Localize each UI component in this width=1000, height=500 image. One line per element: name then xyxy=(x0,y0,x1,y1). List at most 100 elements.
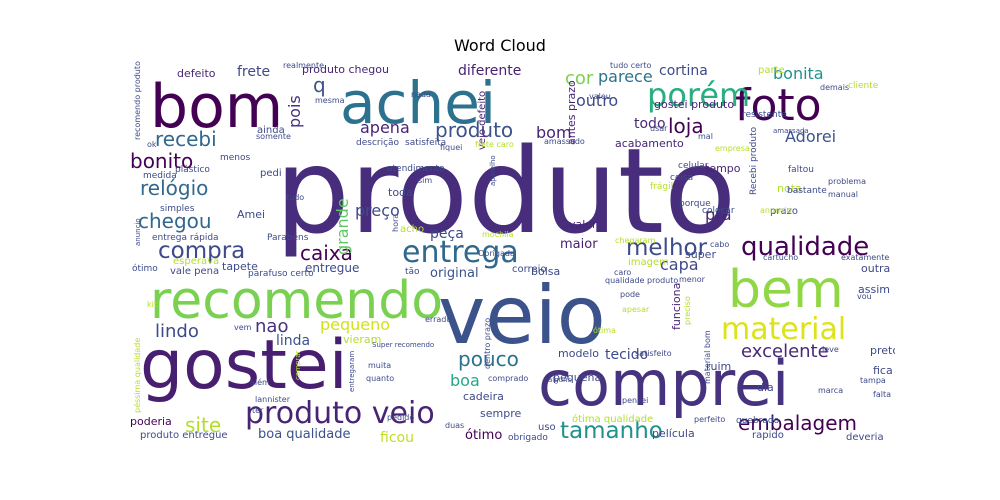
word-colocar: colocar xyxy=(702,206,735,216)
word-grande: grande xyxy=(333,198,352,255)
word-correio: correio xyxy=(512,264,547,275)
word-lannister: lannister xyxy=(255,395,291,404)
word-otimo: ótimo xyxy=(465,428,502,443)
word-bastante: bastante xyxy=(787,186,827,196)
word-tecido: tecido xyxy=(605,347,648,363)
word-tempo: tempo xyxy=(705,162,741,175)
word-q: q xyxy=(313,73,326,97)
word-bonito: bonito xyxy=(130,149,193,173)
word-peca: peça xyxy=(430,226,464,242)
chart-title: Word Cloud xyxy=(454,36,546,55)
word-pode: pode xyxy=(620,290,640,299)
word-compra: compra xyxy=(158,238,245,264)
word-recebi: recebi xyxy=(155,127,217,151)
word-preto: preto xyxy=(870,344,895,357)
word-gostei-produto: gostei produto xyxy=(654,98,734,111)
word-fragil: frágil xyxy=(650,182,673,192)
word-obrigado: obrigado xyxy=(508,433,548,443)
word-funciona: funciona xyxy=(670,283,683,330)
word-entregue: entregue xyxy=(305,261,359,275)
word-cor: cor xyxy=(565,68,594,89)
word-bem: bem xyxy=(728,260,844,320)
word-chegou: chegou xyxy=(138,209,212,233)
word-linda: linda xyxy=(276,333,310,349)
word-pedi: pedi xyxy=(260,168,282,179)
word-capa: capa xyxy=(660,255,699,274)
word-qualidade: qualidade xyxy=(741,232,869,262)
word-parabens: Parabéns xyxy=(267,232,309,243)
word-pequeno: pequeno xyxy=(320,315,390,334)
word-simples: simples xyxy=(160,204,195,214)
word-modelo: modelo xyxy=(558,347,599,360)
word-prazo: prazo xyxy=(770,206,798,217)
word-embalagem: embalagem xyxy=(738,411,857,435)
word-gostei: gostei xyxy=(140,326,348,405)
word-ainda: ainda xyxy=(257,125,285,136)
word-satisfeita: satisfeita xyxy=(405,138,446,148)
word-mochila: mochila xyxy=(482,230,514,239)
word-obrigada: Obrigada xyxy=(478,249,515,258)
word-veio-defeito: veio defeito xyxy=(477,91,488,150)
word-boa: boa xyxy=(450,371,480,390)
word-tampa: tampa xyxy=(860,376,886,385)
word-pequena: pequena xyxy=(553,371,601,384)
word-pelicula: película xyxy=(652,427,695,440)
word-valeu: valeu xyxy=(589,92,611,101)
word-alem: além xyxy=(250,377,270,387)
word-amassada: amassada xyxy=(773,127,809,135)
word-satisfeito: satisfeito xyxy=(635,349,672,358)
word-descricao: descrição xyxy=(356,138,400,148)
word-veio: veio xyxy=(438,269,606,362)
word-mesma: mesma xyxy=(315,96,345,105)
word-bolsa: bolsa xyxy=(531,265,560,278)
word-cadeira: cadeira xyxy=(463,390,504,403)
word-comprar: comprar xyxy=(294,350,302,380)
word-entregaram: entregaram xyxy=(348,351,356,392)
word-plastico: plástico xyxy=(175,165,210,175)
word-ter: ter xyxy=(252,406,264,415)
word-tamanho: tamanho xyxy=(560,418,663,444)
word-dentro-prazo: dentro prazo xyxy=(483,318,492,369)
word-bom: bom xyxy=(150,72,283,142)
word-perfeito: perfeito xyxy=(694,415,725,424)
word-porque: porque xyxy=(679,199,711,209)
word-poderia: poderia xyxy=(130,415,172,428)
word-boa-qualidade: boa qualidade xyxy=(258,427,350,442)
word-coisa: coisa xyxy=(670,173,693,183)
word-excelente: excelente xyxy=(741,341,829,362)
word-faltou: faltou xyxy=(788,165,814,175)
word-mal: mal xyxy=(698,132,713,141)
word-duas: duas xyxy=(445,421,464,430)
word-produto: produto xyxy=(275,122,736,260)
word-caro: caro xyxy=(614,268,631,277)
word-loja: loja xyxy=(668,114,704,138)
word-menor: menor xyxy=(679,275,706,284)
word-acabamento: acabamento xyxy=(615,137,684,150)
word-vou: vou xyxy=(857,292,872,301)
word-antes-prazo: antes prazo xyxy=(565,80,578,145)
word-resistente: resistente xyxy=(742,110,787,120)
word-frete: frete xyxy=(237,64,270,80)
word-usar: usar xyxy=(650,124,668,133)
word-toda: toda xyxy=(388,186,413,199)
word-entrega-rapida: entrega rápida xyxy=(152,233,219,243)
word-amassado: amassado xyxy=(544,137,585,146)
word-tapete: tapete xyxy=(222,260,258,273)
word-parafuso-certo: parafuso certo xyxy=(248,269,314,279)
word-material: material xyxy=(721,312,846,347)
word-produto: produto xyxy=(435,118,513,142)
word-comprado: comprado xyxy=(488,374,528,383)
word-otimo: ótimo xyxy=(132,263,158,274)
word-demais: demais xyxy=(820,83,849,92)
word-alguns: alguns xyxy=(548,376,572,384)
word-parte: parte xyxy=(758,65,785,76)
word-apena: apena xyxy=(360,118,410,137)
word-frete-caro: frete caro xyxy=(475,140,514,149)
word-rapido: rapido xyxy=(752,430,784,441)
word-anuncio: anuncio xyxy=(760,206,792,215)
word-super-recomendo: Super recomendo xyxy=(372,341,434,349)
word-manual: manual xyxy=(828,190,858,199)
word-fica: fica xyxy=(873,364,893,377)
